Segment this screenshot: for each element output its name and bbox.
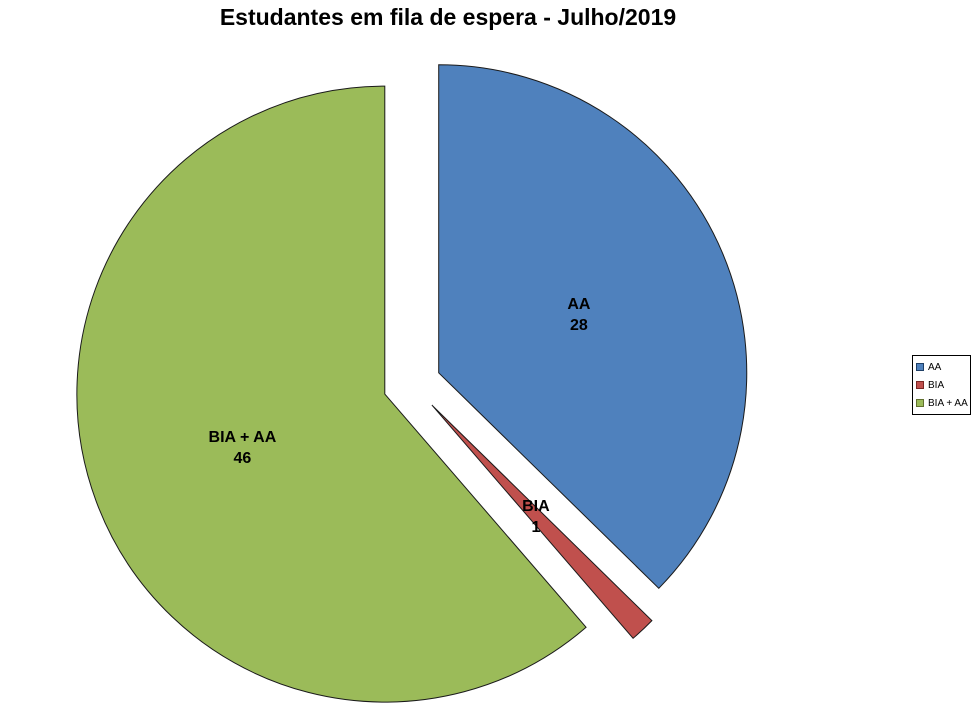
legend-label: BIA + AA <box>928 397 968 409</box>
legend-swatch <box>916 381 924 389</box>
chart-title: Estudantes em fila de espera - Julho/201… <box>219 4 677 30</box>
slice-label-bia: BIA 1 <box>522 498 550 536</box>
pie-slice-bia <box>431 404 653 640</box>
slice-label-bia-aa: BIA + AA 46 <box>209 429 277 467</box>
legend-swatch <box>916 363 924 371</box>
legend-item-bia-aa: BIA + AA <box>916 394 970 412</box>
pie-slice-aa <box>438 64 748 590</box>
legend-item-aa: AA <box>916 358 970 376</box>
legend-item-bia: BIA <box>916 376 970 394</box>
pie-slice-bia-aa <box>76 85 587 703</box>
legend: AA BIA BIA + AA <box>912 355 971 415</box>
legend-swatch <box>916 399 924 407</box>
slice-label-aa: AA 28 <box>567 296 591 334</box>
legend-label: AA <box>928 361 942 373</box>
legend-label: BIA <box>928 379 945 391</box>
